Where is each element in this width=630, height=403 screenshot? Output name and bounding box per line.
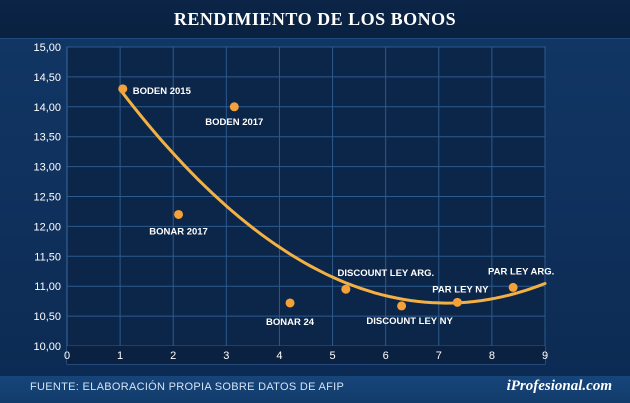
- data-point: [229, 102, 239, 112]
- x-tick-label: 0: [64, 350, 70, 362]
- plot-area: [66, 46, 546, 365]
- point-label: PAR LEY NY: [432, 284, 489, 295]
- y-tick-label: 14,00: [33, 102, 61, 114]
- x-tick-label: 8: [489, 350, 495, 362]
- trend-line: [118, 88, 547, 305]
- chart-title: RENDIMIENTO DE LOS BONOS: [173, 9, 457, 29]
- x-tick-label: 4: [276, 350, 282, 362]
- point-label: PAR LEY ARG.: [488, 266, 554, 277]
- y-tick-label: 13,50: [33, 132, 61, 144]
- y-tick-label: 14,50: [33, 72, 61, 84]
- point-label: BODEN 2017: [205, 117, 263, 128]
- data-point: [285, 298, 295, 308]
- y-tick-label: 11,00: [34, 281, 61, 293]
- point-label: DISCOUNT LEY ARG.: [338, 268, 435, 279]
- scatter-chart: 10,00 10,50 11,00 11,50 12,00 12,50 13,00 13,50…: [33, 42, 554, 365]
- data-point: [118, 84, 128, 94]
- point-label: BONAR 24: [266, 317, 315, 328]
- x-axis-band: [67, 346, 545, 364]
- data-point: [452, 297, 462, 307]
- data-point: [174, 209, 184, 219]
- source-note: FUENTE: ELABORACIÓN PROPIA SOBRE DATOS D…: [30, 381, 345, 393]
- y-tick-label: 10,50: [33, 311, 61, 323]
- data-point: [397, 301, 407, 311]
- data-points: BODEN 2015 BODEN 2017 BONAR 2017 BONAR 24 DI…: [118, 84, 554, 328]
- footer-bar: [0, 376, 630, 403]
- title-bar: [0, 0, 630, 39]
- y-tick-label: 11,50: [34, 251, 61, 263]
- brand-logo: iProfesional.com: [506, 378, 612, 394]
- x-tick-label: 9: [542, 350, 548, 362]
- x-tick-label: 7: [436, 350, 442, 362]
- point-label: BONAR 2017: [149, 226, 208, 237]
- point-label: DISCOUNT LEY NY: [366, 316, 453, 327]
- x-axis: 0 1 2 3 4 5 6 7 8 9: [64, 350, 548, 362]
- x-tick-label: 3: [223, 350, 229, 362]
- y-tick-label: 13,00: [33, 162, 61, 174]
- x-tick-label: 2: [170, 350, 176, 362]
- data-point: [508, 282, 518, 292]
- x-tick-label: 5: [329, 350, 335, 362]
- x-tick-label: 1: [117, 350, 123, 362]
- data-point: [341, 284, 351, 294]
- y-tick-label: 15,00: [33, 42, 61, 54]
- y-tick-label: 12,00: [33, 221, 61, 233]
- x-tick-label: 6: [383, 350, 389, 362]
- y-tick-label: 10,00: [33, 341, 61, 353]
- point-label: BODEN 2015: [133, 86, 192, 97]
- y-tick-label: 12,50: [33, 192, 61, 204]
- y-axis: 10,00 10,50 11,00 11,50 12,00 12,50 13,00 13,50…: [33, 42, 61, 353]
